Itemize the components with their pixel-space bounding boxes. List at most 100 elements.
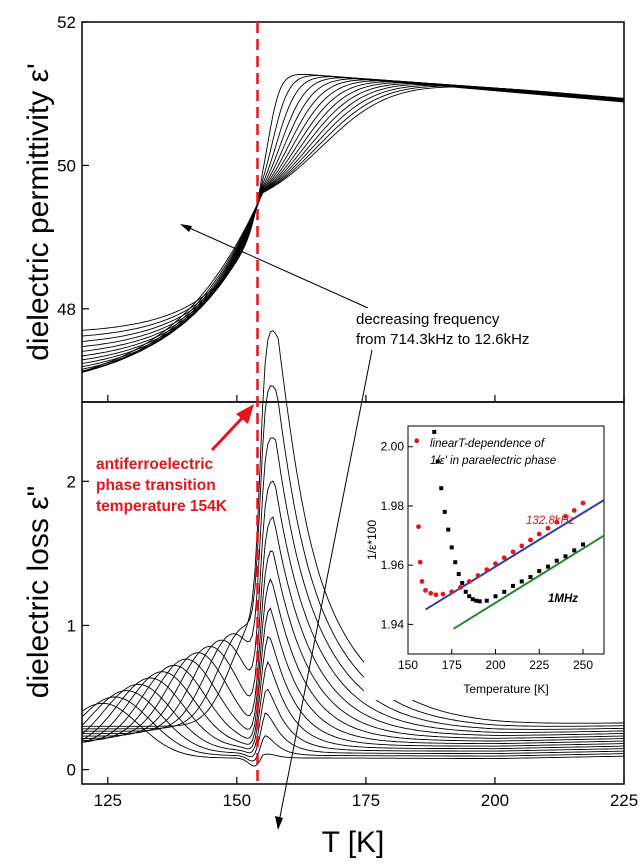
- inset-point-132.8kHz-14: [501, 555, 507, 561]
- inset-point-1MHz-12: [474, 598, 479, 603]
- loss-curve-12: [82, 437, 625, 732]
- inset-note-1: linearT-dependence of: [430, 438, 546, 450]
- x-tick-label-200: 200: [481, 791, 509, 810]
- inset-point-132.8kHz-18: [536, 531, 542, 537]
- inset-point-132.8kHz-12: [484, 567, 490, 573]
- top-panel: 48 50 52 dielectric permittivity ε' decrea…: [22, 13, 625, 830]
- inset-point-132.8kHz-10: [466, 579, 472, 584]
- permittivity-curve-1: [81, 73, 625, 331]
- inset-point-1MHz-4: [446, 527, 451, 532]
- inset-point-1MHz-15: [493, 594, 498, 599]
- inset-point-1MHz-11: [470, 597, 475, 602]
- top-y-axis-title: dielectric permittivity ε': [22, 63, 55, 361]
- inset-point-1MHz-2: [439, 486, 444, 491]
- inset-point-1MHz-0: [432, 429, 437, 434]
- inset-fit-line-1: [424, 499, 605, 611]
- inset-point-1MHz-9: [463, 589, 468, 594]
- inset-point-132.8kHz-1: [416, 524, 421, 530]
- top-y-tick-label-52: 52: [57, 13, 76, 32]
- inset-point-132.8kHz-15: [510, 549, 516, 555]
- inset-y-tick-label-1.96: 1.96: [381, 558, 405, 572]
- inset-point-1MHz-5: [449, 545, 454, 550]
- x-tick-label-175: 175: [352, 791, 380, 810]
- inset-background: [364, 418, 616, 700]
- inset-ticks: 150 175 200 225 250 1.94 1.96 1.98 2.00: [381, 440, 594, 672]
- transition-text-1: antiferroelectric: [96, 456, 214, 473]
- inset-point-1MHz-7: [456, 572, 461, 577]
- inset-point-1MHz-17: [511, 583, 515, 588]
- transition-arrow-head: [236, 404, 254, 424]
- bottom-y-axis-title: dielectric loss ε": [22, 486, 55, 698]
- inset-point-1MHz-24: [572, 548, 577, 553]
- annotation-line-1: decreasing frequency: [356, 311, 500, 328]
- inset-point-1MHz-14: [484, 598, 489, 603]
- inset-note-2: 1/ε' in paraelectric phase: [430, 455, 556, 467]
- arrow-head-down: [275, 816, 283, 830]
- bottom-y-tick-label-2: 2: [67, 472, 76, 491]
- inset-point-132.8kHz-3: [419, 579, 425, 584]
- inset-point-132.8kHz-19: [545, 525, 551, 531]
- inset-point-132.8kHz-9: [458, 584, 463, 590]
- inset-y-tick-label-1.94: 1.94: [381, 617, 405, 631]
- inset-point-1MHz-1: [435, 459, 440, 464]
- top-y-ticks: 48 50 52: [57, 13, 89, 319]
- inset-x-tick-label-175: 175: [442, 658, 462, 672]
- arrow-head-up: [180, 224, 192, 232]
- loss-curve-1: [81, 702, 624, 767]
- inset-fit-lines: [424, 499, 605, 630]
- loss-curve-8: [81, 577, 625, 742]
- inset-point-132.8kHz-2: [417, 559, 423, 565]
- inset-point-132.8kHz-7: [440, 591, 446, 597]
- inset-point-1MHz-21: [546, 564, 550, 569]
- transition-arrow-line: [210, 414, 246, 452]
- x-axis-title: T [K]: [322, 826, 385, 859]
- inset-fit-line-2: [452, 534, 605, 630]
- inset-point-132.8kHz-17: [528, 537, 533, 543]
- bottom-panel: 0 1 2 125 150 175 200 225 dielectric loss ε" T…: [22, 330, 638, 859]
- inset-point-132.8kHz-23: [580, 500, 586, 506]
- loss-curve-2: [81, 696, 625, 762]
- inset-point-132.8kHz-6: [433, 592, 439, 598]
- inset-y-axis-title: 1/ε*100: [365, 520, 379, 560]
- inset-point-132.8kHz-4: [423, 587, 428, 593]
- inset-x-tick-label-225: 225: [529, 658, 549, 672]
- inset-point-1MHz-25: [581, 542, 585, 547]
- loss-curve-4: [81, 683, 625, 754]
- transition-text-3: temperature 154K: [96, 498, 228, 515]
- inset-point-1MHz-23: [563, 554, 568, 559]
- inset-point-1MHz-20: [537, 569, 542, 574]
- loss-curve-5: [81, 660, 624, 750]
- inset-series-label-132khz: 132.8kHz: [526, 515, 575, 527]
- x-tick-label-150: 150: [223, 791, 251, 810]
- inset-x-axis-title: Temperature [K]: [463, 682, 548, 696]
- inset-points: [414, 429, 586, 604]
- top-annotation: decreasing frequency from 714.3kHz to 12…: [180, 224, 582, 830]
- top-curves: [81, 73, 625, 373]
- loss-curve-10: [82, 516, 624, 737]
- arrow-line-down: [278, 349, 373, 823]
- inset-point-1MHz-10: [467, 594, 472, 599]
- inset-point-132.8kHz-21: [563, 513, 568, 519]
- bottom-curves: [81, 330, 625, 767]
- loss-curve-13: [82, 385, 624, 730]
- inset-point-1MHz-19: [528, 575, 533, 580]
- bottom-y-ticks: 0 1 2: [67, 472, 89, 780]
- inset-point-132.8kHz-8: [449, 589, 455, 595]
- inset-point-1MHz-16: [502, 589, 507, 594]
- inset-point-1MHz-8: [460, 580, 465, 585]
- transition-text-2: phase transition: [96, 477, 216, 494]
- inset-x-tick-label-150: 150: [398, 658, 418, 672]
- inset-point-1MHz-13: [477, 599, 482, 604]
- top-y-tick-label-50: 50: [57, 156, 76, 175]
- x-tick-label-225: 225: [610, 791, 638, 810]
- permittivity-curve-4: [81, 77, 625, 348]
- inset-y-tick-label-1.98: 1.98: [381, 499, 405, 513]
- inset-point-132.8kHz-5: [428, 590, 434, 596]
- inset-x-tick-label-200: 200: [485, 658, 505, 672]
- inset-point-1MHz-3: [442, 509, 447, 514]
- inset-point-132.8kHz-22: [571, 507, 577, 513]
- inset-point-1MHz-18: [519, 579, 524, 584]
- inset-point-132.8kHz-0: [414, 438, 420, 444]
